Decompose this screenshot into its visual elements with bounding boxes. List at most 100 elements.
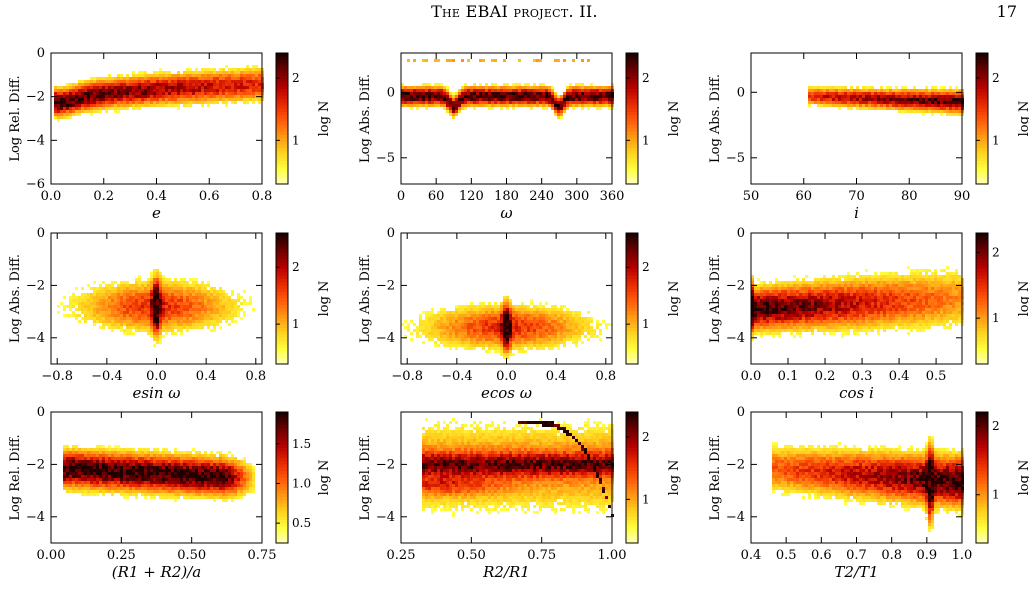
heatmap-cell — [93, 287, 96, 290]
heatmap-cell — [853, 92, 856, 95]
heatmap-cell — [937, 314, 940, 317]
heatmap-cell — [892, 104, 895, 107]
colorbar-swatch — [626, 337, 638, 342]
heatmap-cell — [497, 101, 500, 104]
heatmap-cell — [524, 308, 527, 311]
heatmap-cell — [464, 83, 467, 86]
heatmap-cell — [530, 308, 533, 311]
heatmap-cell — [557, 320, 560, 323]
heatmap-cell — [60, 110, 63, 113]
heatmap-cell — [769, 281, 772, 284]
heatmap-cell — [90, 80, 93, 83]
heatmap-cell — [171, 320, 174, 323]
heatmap-cell — [518, 92, 521, 95]
heatmap-cell — [156, 281, 159, 284]
heatmap-cell — [913, 104, 916, 107]
heatmap-cell — [512, 338, 515, 341]
heatmap-cell — [132, 320, 135, 323]
heatmap-cell — [473, 101, 476, 104]
y-axis-label: Log Abs. Diff. — [358, 74, 373, 163]
heatmap-cell — [123, 308, 126, 311]
heatmap-cell — [599, 95, 602, 98]
heatmap-cell — [93, 95, 96, 98]
heatmap-cell — [422, 323, 425, 326]
heatmap-cell — [584, 329, 587, 332]
heatmap-cell — [482, 98, 485, 101]
heatmap-cell — [117, 305, 120, 308]
heatmap-cell — [90, 308, 93, 311]
heatmap-cell — [129, 329, 132, 332]
heatmap-cell — [461, 305, 464, 308]
heatmap-cell — [946, 266, 949, 269]
heatmap-cell — [901, 92, 904, 95]
heatmap-cell — [937, 305, 940, 308]
heatmap-cell — [859, 302, 862, 305]
heatmap-cell — [572, 323, 575, 326]
heatmap-cell — [952, 308, 955, 311]
heatmap-cell — [126, 89, 129, 92]
heatmap-cell — [114, 323, 117, 326]
heatmap-cell — [446, 101, 449, 104]
heatmap-cell — [135, 101, 138, 104]
heatmap-cell — [584, 86, 587, 89]
heatmap-cell — [440, 326, 443, 329]
heatmap-cell — [805, 311, 808, 314]
heatmap-cell — [931, 308, 934, 311]
colorbar-swatch — [626, 252, 638, 257]
heatmap-cell — [578, 320, 581, 323]
heatmap-cell — [503, 356, 506, 359]
colorbar-swatch — [626, 344, 638, 349]
heatmap-cell — [449, 59, 452, 62]
heatmap-cell — [862, 314, 865, 317]
heatmap-cell — [141, 281, 144, 284]
colorbar-swatch — [626, 318, 638, 322]
heatmap-cell — [216, 311, 219, 314]
heatmap-cell — [784, 311, 787, 314]
heatmap-cell — [572, 329, 575, 332]
heatmap-cell — [515, 311, 518, 314]
heatmap-cell — [892, 272, 895, 275]
heatmap-cell — [437, 311, 440, 314]
heatmap-cell — [551, 101, 554, 104]
heatmap-cell — [904, 104, 907, 107]
heatmap-cell — [895, 101, 898, 104]
heatmap-cell — [485, 308, 488, 311]
heatmap-cell — [413, 323, 416, 326]
heatmap-cell — [174, 326, 177, 329]
heatmap-cell — [931, 290, 934, 293]
heatmap-cell — [904, 278, 907, 281]
heatmap-cell — [186, 281, 189, 284]
heatmap-cell — [512, 305, 515, 308]
heatmap-cell — [886, 293, 889, 296]
heatmap-cell — [84, 95, 87, 98]
heatmap-cell — [452, 98, 455, 101]
heatmap-cell — [153, 299, 156, 302]
heatmap-cell — [557, 323, 560, 326]
colorbar-frame — [625, 52, 639, 185]
heatmap-cell — [521, 317, 524, 320]
heatmap-cell — [820, 290, 823, 293]
heatmap-cell — [829, 317, 832, 320]
y-tick-label: −2 — [376, 278, 395, 293]
heatmap-cell — [554, 101, 557, 104]
heatmap-cell — [886, 86, 889, 89]
heatmap-cell — [183, 320, 186, 323]
heatmap-cell — [530, 104, 533, 107]
heatmap-cell — [431, 311, 434, 314]
heatmap-cell — [144, 308, 147, 311]
heatmap-cell — [925, 305, 928, 308]
heatmap-cell — [150, 299, 153, 302]
heatmap-cell — [159, 281, 162, 284]
heatmap-cell — [126, 302, 129, 305]
heatmap-cell — [557, 308, 560, 311]
heatmap-cell — [856, 101, 859, 104]
heatmap-cell — [78, 299, 81, 302]
heatmap-cell — [168, 290, 171, 293]
colorbar-swatch — [276, 134, 288, 139]
heatmap-cell — [937, 275, 940, 278]
heatmap-cell — [500, 101, 503, 104]
heatmap-cell — [874, 293, 877, 296]
heatmap-cell — [602, 92, 605, 95]
heatmap-cell — [587, 323, 590, 326]
heatmap-cell — [111, 83, 114, 86]
